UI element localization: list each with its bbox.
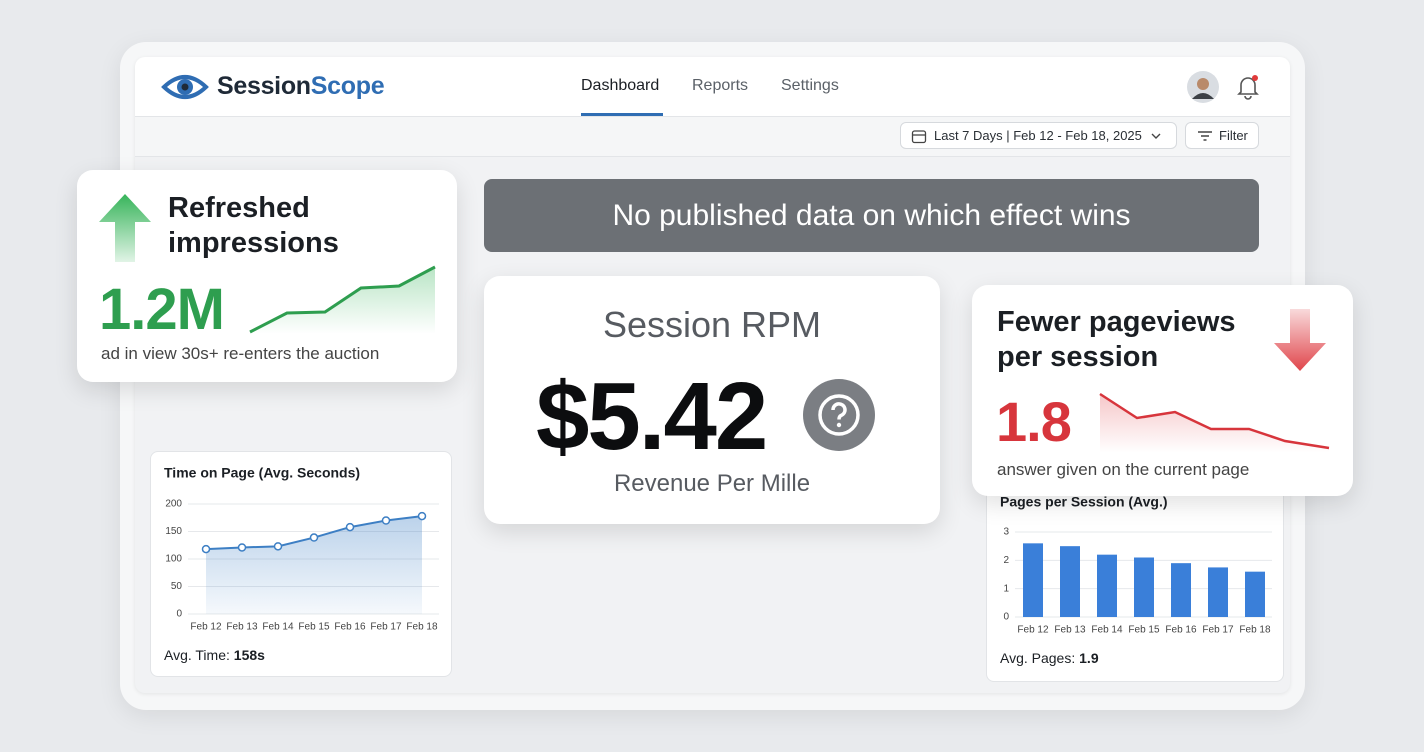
metric-value: 1.2M (99, 277, 225, 342)
date-range: Last 7 Days | Feb 12 - Feb 18, 2025 (934, 128, 1142, 143)
y-tick-label: 100 (165, 554, 182, 565)
chevron (1151, 133, 1161, 139)
bar (1208, 567, 1228, 617)
summary-value: 1.9 (1079, 650, 1099, 666)
x-tick-label: Feb 12 (190, 622, 222, 633)
logo-icon (161, 75, 209, 99)
point (345, 522, 355, 532)
summary: Avg. Pages: 1.9 (1000, 650, 1099, 666)
x-tick-label: Feb 12 (1017, 625, 1049, 636)
y-tick-label: 1 (1003, 583, 1009, 594)
point (201, 544, 211, 554)
calendar-icon (911, 129, 927, 143)
toolbar: Last 7 Days | Feb 12 - Feb 18, 2025 Filt… (135, 117, 1290, 157)
rpm-card: Session RPM $5.42 Revenue Per Mille (484, 276, 940, 524)
brand-part: Scope (310, 72, 385, 100)
notification-bell[interactable] (1235, 73, 1261, 101)
chart-card: Pages per Session (Avg.) 0 1 2 3 Feb 12 Feb 13… (986, 470, 1284, 682)
x-tick-label: Feb 13 (1054, 625, 1086, 636)
bar (1097, 554, 1117, 617)
y-tick-label: 0 (176, 609, 182, 620)
nav-underline (581, 113, 663, 116)
bar (1245, 571, 1265, 617)
summary-label: Avg. Pages: (1000, 650, 1075, 666)
impressions-card: Refreshed impressions 1.2M ad in view 30… (77, 170, 457, 382)
sparkline (249, 265, 436, 334)
y-tick-label: 2 (1003, 555, 1009, 566)
pageviews-card: Fewer pageviews per session 1.8 answer g… (972, 285, 1353, 496)
x-tick-label: Feb 17 (370, 622, 402, 633)
x-tick-label: Feb 18 (406, 622, 438, 633)
chart-title: Time on Page (Avg. Seconds) (164, 465, 360, 481)
x-tick-label: Feb 16 (334, 622, 366, 633)
x-tick-label: Feb 13 (226, 622, 258, 633)
chart-card: Time on Page (Avg. Seconds) 0 50 100 150 200 F… (150, 451, 452, 677)
summary-label: Avg. Time: (164, 647, 230, 663)
card-subtitle: Revenue Per Mille (613, 470, 811, 497)
area (206, 516, 422, 614)
x-tick-label: Feb 15 (298, 622, 330, 633)
card-title: Fewer pageviews per session (997, 306, 1236, 373)
summary: Avg. Time: 158s (164, 647, 265, 663)
point (309, 533, 319, 542)
chart: Time on Page (Avg. Seconds) 0 50 100 150 200 F… (164, 465, 439, 663)
metric-value: 1.8 (996, 390, 1072, 453)
x-tick-label: Feb 15 (1128, 625, 1160, 636)
bar (1023, 543, 1043, 617)
up-arrow (99, 194, 151, 262)
bar (1134, 557, 1154, 617)
filter-button[interactable]: Filter (1185, 122, 1259, 149)
brand-part: Session (217, 72, 311, 100)
chart-title: Pages per Session (Avg.) (1000, 494, 1168, 510)
point (417, 511, 427, 521)
filter-icon (1198, 130, 1212, 141)
date-range-button[interactable]: Last 7 Days | Feb 12 - Feb 18, 2025 (900, 122, 1177, 149)
avatar[interactable] (1187, 71, 1219, 103)
help-icon[interactable] (802, 378, 876, 452)
bar (1060, 546, 1080, 617)
filter-label: Filter (1219, 128, 1248, 143)
point (237, 543, 247, 552)
metric-value: $5.42 (536, 363, 768, 470)
point (381, 516, 391, 525)
card-caption: ad in view 30s+ re-enters the auction (101, 344, 380, 363)
x-tick-label: Feb 16 (1165, 625, 1197, 636)
card-title: Refreshed impressions (168, 192, 339, 259)
nav-link[interactable]: Dashboard (581, 77, 660, 94)
banner: No published data on which effect wins (484, 179, 1259, 252)
brand: SessionScope (217, 72, 385, 101)
header: SessionScope Dashboard Reports Settings (135, 57, 1290, 117)
y-tick-label: 0 (1003, 612, 1009, 623)
y-tick-label: 3 (1003, 527, 1009, 538)
x-tick-label: Feb 14 (262, 622, 294, 633)
card-caption: answer given on the current page (997, 460, 1250, 479)
down-arrow (1274, 309, 1326, 371)
y-tick-label: 50 (171, 581, 183, 592)
chart: Pages per Session (Avg.) 0 1 2 3 Feb 12 Feb 13… (1000, 494, 1272, 666)
x-tick-label: Feb 17 (1202, 625, 1234, 636)
y-tick-label: 200 (165, 499, 182, 510)
nav-link[interactable]: Settings (781, 77, 839, 94)
sparkline (1099, 392, 1330, 453)
x-tick-label: Feb 18 (1239, 625, 1271, 636)
summary-value: 158s (234, 647, 265, 663)
point (273, 542, 283, 551)
x-tick-label: Feb 14 (1091, 625, 1123, 636)
nav-link[interactable]: Reports (692, 77, 749, 94)
card-title: Session RPM (602, 304, 822, 345)
y-tick-label: 150 (165, 526, 182, 537)
bar (1171, 563, 1191, 617)
